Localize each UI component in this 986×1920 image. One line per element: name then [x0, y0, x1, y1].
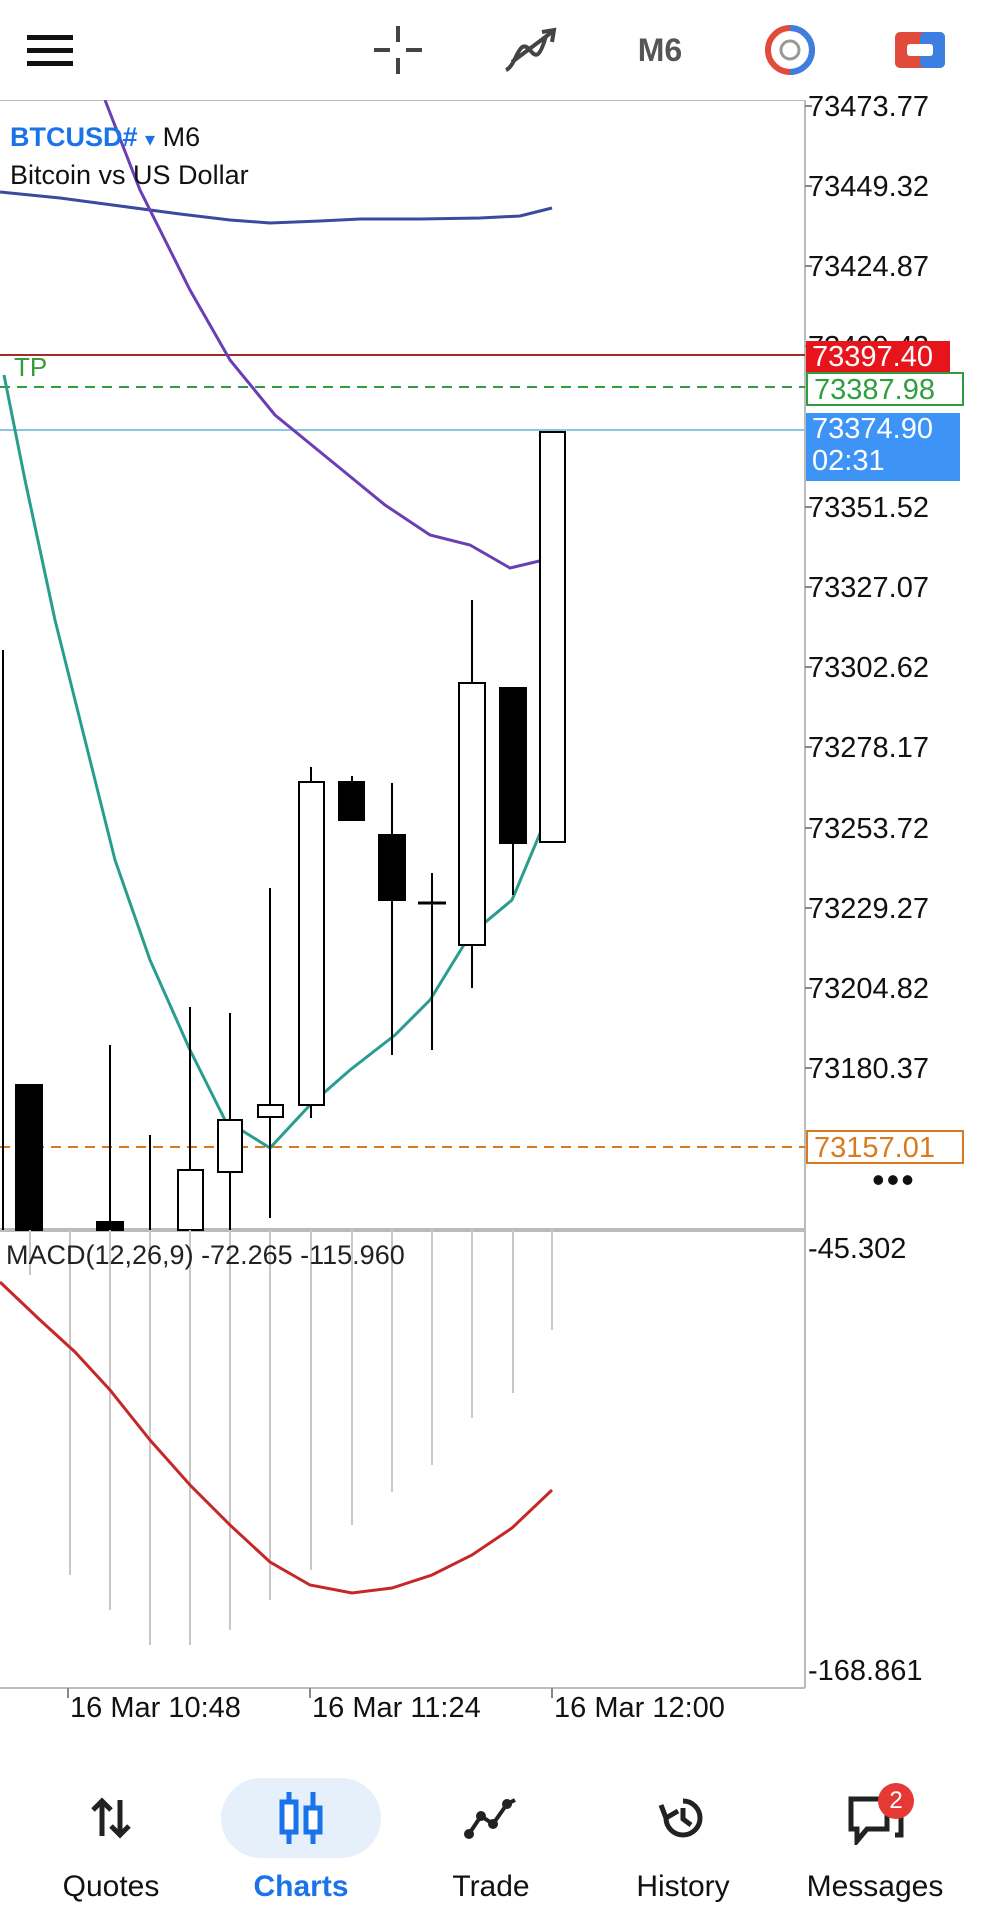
nav-quotes[interactable]: Quotes [16, 1760, 206, 1920]
entry-price-tag: 73157.01 [806, 1130, 964, 1164]
nav-trade[interactable]: Trade [396, 1760, 586, 1920]
time-axis-label: 16 Mar 10:48 [70, 1692, 241, 1724]
objects-icon[interactable] [760, 0, 820, 100]
ma-mid-line [103, 99, 553, 570]
symbol-name[interactable]: BTCUSD# [10, 122, 138, 152]
nav-charts[interactable]: Charts [206, 1760, 396, 1920]
candle-current [539, 431, 566, 843]
crosshair-icon[interactable] [370, 0, 426, 100]
bottom-navigation: Quotes Charts Trade History Messages [0, 1760, 986, 1920]
candle-bull [257, 1104, 284, 1118]
price-axis-label: 73204.82 [808, 973, 929, 1005]
price-axis-label: 73424.87 [808, 251, 929, 283]
macd-axis-bottom: -168.861 [808, 1655, 923, 1687]
tp-price-tag: 73397.40 [806, 341, 950, 373]
candle-bear [15, 1084, 43, 1231]
price-axis-label: 73229.27 [808, 893, 929, 925]
symbol-dropdown-icon[interactable]: ▾ [145, 129, 156, 151]
macd-axis-top: -45.302 [808, 1233, 907, 1265]
top-toolbar: M6 [0, 0, 986, 100]
history-icon [603, 1778, 763, 1858]
time-axis-label: 16 Mar 11:24 [312, 1692, 481, 1724]
nav-history[interactable]: History [588, 1760, 778, 1920]
candle-bear [338, 781, 365, 821]
trade-icon [411, 1778, 571, 1858]
price-axis-label: 73253.72 [808, 813, 929, 845]
trade-toggle-icon[interactable] [890, 0, 950, 100]
candle-bull [177, 1169, 204, 1231]
charts-icon [221, 1778, 381, 1858]
bid-price: 73374.90 [812, 413, 933, 445]
candle-bear [378, 834, 406, 901]
nav-label: Messages [806, 1870, 944, 1903]
candle-bear [499, 687, 527, 844]
time-axis-label: 16 Mar 12:00 [554, 1692, 725, 1724]
price-axis-label: 73180.37 [808, 1053, 929, 1085]
macd-label: MACD(12,26,9) -72.265 -115.960 [6, 1240, 405, 1270]
bar-countdown: 02:31 [812, 445, 885, 477]
menu-icon[interactable] [22, 0, 78, 100]
time-ticks [67, 1688, 553, 1698]
nav-label: Trade [452, 1870, 530, 1903]
price-axis-label: 73449.32 [808, 171, 929, 203]
timeframe-label[interactable]: M6 [637, 31, 683, 68]
bid-price-tag: 73374.90 02:31 [806, 413, 960, 481]
more-options-icon[interactable]: ••• [872, 1159, 916, 1200]
price-axis-label: 73278.17 [808, 732, 929, 764]
nav-label: Quotes [62, 1870, 160, 1903]
nav-label: History [636, 1870, 730, 1903]
ma-slow-line [0, 190, 553, 225]
chart-timeframe: M6 [162, 122, 201, 152]
green-level-price-tag: 73387.98 [806, 372, 964, 406]
indicators-icon[interactable] [500, 0, 560, 100]
messages-badge: 2 [878, 1783, 914, 1819]
ma-fast-line [2, 374, 554, 1150]
candlesticks [2, 431, 566, 1231]
candle-bear [96, 1221, 124, 1231]
candle-bull [217, 1119, 243, 1173]
nav-messages[interactable]: Messages [780, 1760, 970, 1920]
price-ticks [805, 105, 812, 1069]
nav-label: Charts [253, 1870, 349, 1903]
macd-histogram [29, 1230, 553, 1645]
price-axis-label: 73473.77 [808, 91, 929, 123]
price-axis-label: 73302.62 [808, 652, 929, 684]
tp-label: TP [14, 352, 48, 382]
symbol-info[interactable]: BTCUSD# ▾ M6 [10, 122, 200, 153]
macd-signal-line [0, 1280, 554, 1595]
price-axis-label: 73351.52 [808, 492, 929, 524]
quotes-icon [31, 1778, 191, 1858]
candle-bull [298, 781, 325, 1106]
symbol-description: Bitcoin vs US Dollar [10, 160, 249, 190]
messages-icon [795, 1778, 955, 1858]
candle-bull [458, 682, 486, 946]
price-axis-label: 73327.07 [808, 572, 929, 604]
